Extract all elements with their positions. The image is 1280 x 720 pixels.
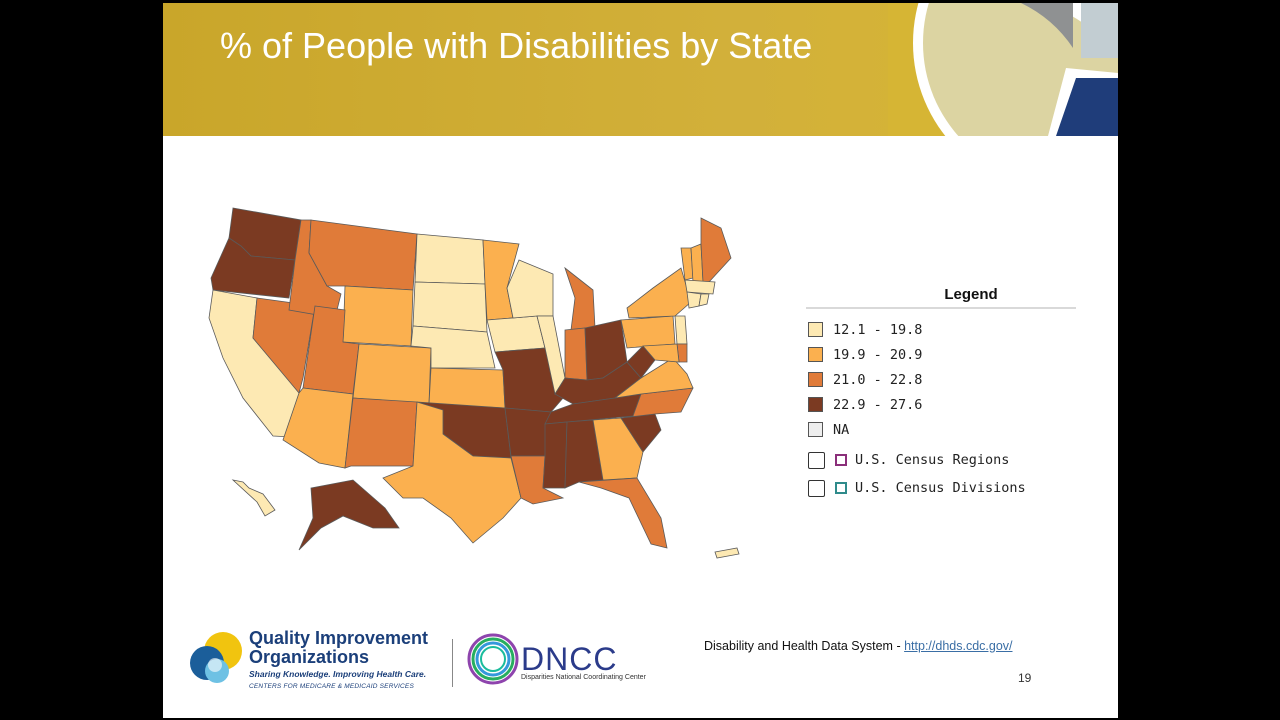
- map-legend: Legend 12.1 - 19.8 19.9 - 20.9 21.0 - 22…: [806, 286, 1076, 502]
- state-or[interactable]: [210, 237, 296, 299]
- source-text: Disability and Health Data System -: [704, 639, 905, 653]
- census-divisions-checkbox[interactable]: [808, 479, 825, 497]
- state-wi[interactable]: [506, 259, 554, 319]
- qio-name-line1: Quality Improvement: [249, 628, 429, 648]
- qio-name-line2: Organizations: [249, 647, 370, 667]
- state-md[interactable]: [642, 343, 680, 363]
- qio-name: Quality Improvement Organizations: [249, 629, 428, 667]
- state-in[interactable]: [564, 327, 588, 381]
- census-regions-label: U.S. Census Regions: [855, 452, 1010, 468]
- title-banner: % of People with Disabilities by State: [163, 3, 1118, 136]
- legend-item: 22.9 - 27.6: [806, 392, 1076, 417]
- state-fl[interactable]: [578, 477, 668, 549]
- census-divisions-toggle[interactable]: U.S. Census Divisions: [806, 474, 1076, 502]
- state-ri[interactable]: [698, 293, 710, 307]
- state-az[interactable]: [282, 387, 354, 469]
- state-nm[interactable]: [344, 397, 418, 469]
- legend-item: 21.0 - 22.8: [806, 367, 1076, 392]
- state-mi[interactable]: [564, 266, 596, 331]
- dncc-logo-icon: [467, 633, 519, 685]
- legend-label: 19.9 - 20.9: [833, 346, 923, 363]
- state-mt[interactable]: [308, 219, 418, 291]
- legend-label: NA: [833, 421, 850, 438]
- legend-item: 19.9 - 20.9: [806, 342, 1076, 367]
- state-ia[interactable]: [486, 315, 546, 353]
- decorative-circles: [888, 3, 1118, 136]
- census-divisions-label: U.S. Census Divisions: [855, 480, 1026, 496]
- state-me[interactable]: [700, 217, 732, 283]
- footer-divider: [452, 639, 453, 687]
- legend-item: NA: [806, 417, 1076, 442]
- legend-swatch: [808, 397, 823, 412]
- qio-logo-icon: [190, 632, 242, 683]
- state-ms[interactable]: [542, 421, 568, 489]
- state-tx[interactable]: [382, 401, 522, 544]
- census-regions-checkbox[interactable]: [808, 451, 825, 469]
- page-number: 19: [1018, 671, 1032, 685]
- dncc-name: DNCC: [521, 641, 618, 677]
- census-regions-toggle[interactable]: U.S. Census Regions: [806, 446, 1076, 474]
- legend-swatch: [808, 347, 823, 362]
- state-hi[interactable]: [231, 479, 276, 517]
- qio-tagline: Sharing Knowledge. Improving Health Care…: [249, 669, 427, 679]
- legend-label: 12.1 - 19.8: [833, 321, 923, 338]
- state-co[interactable]: [352, 343, 432, 405]
- regions-outline-icon: [835, 454, 847, 466]
- slide-title: % of People with Disabilities by State: [220, 25, 813, 66]
- legend-label: 22.9 - 27.6: [833, 396, 923, 413]
- state-ny[interactable]: [626, 267, 692, 319]
- state-pa[interactable]: [620, 315, 676, 349]
- state-ks[interactable]: [428, 367, 506, 409]
- source-link[interactable]: http://dhds.cdc.gov/: [904, 639, 1013, 653]
- slide: % of People with Disabilities by State L…: [163, 3, 1118, 718]
- state-sd[interactable]: [412, 281, 488, 333]
- state-wy[interactable]: [342, 285, 414, 347]
- legend-label: 21.0 - 22.8: [833, 371, 923, 388]
- us-choropleth-map: [203, 198, 763, 578]
- legend-title: Legend: [806, 286, 1076, 309]
- map-svg: [208, 207, 740, 559]
- divisions-outline-icon: [835, 482, 847, 494]
- legend-item: 12.1 - 19.8: [806, 317, 1076, 342]
- state-nd[interactable]: [414, 233, 486, 285]
- state-ma[interactable]: [684, 279, 716, 295]
- legend-swatch: [808, 422, 823, 437]
- qio-cms: CENTERS FOR MEDICARE & MEDICAID SERVICES: [249, 683, 414, 690]
- state-ar[interactable]: [504, 407, 552, 457]
- legend-swatch: [808, 322, 823, 337]
- legend-swatch: [808, 372, 823, 387]
- source-citation: Disability and Health Data System - http…: [704, 639, 1013, 653]
- dncc-subtitle: Disparities National Coordinating Center: [521, 674, 646, 681]
- state-pr[interactable]: [714, 547, 740, 559]
- state-ga[interactable]: [592, 417, 644, 481]
- state-nj[interactable]: [674, 315, 688, 345]
- state-ak[interactable]: [298, 479, 400, 551]
